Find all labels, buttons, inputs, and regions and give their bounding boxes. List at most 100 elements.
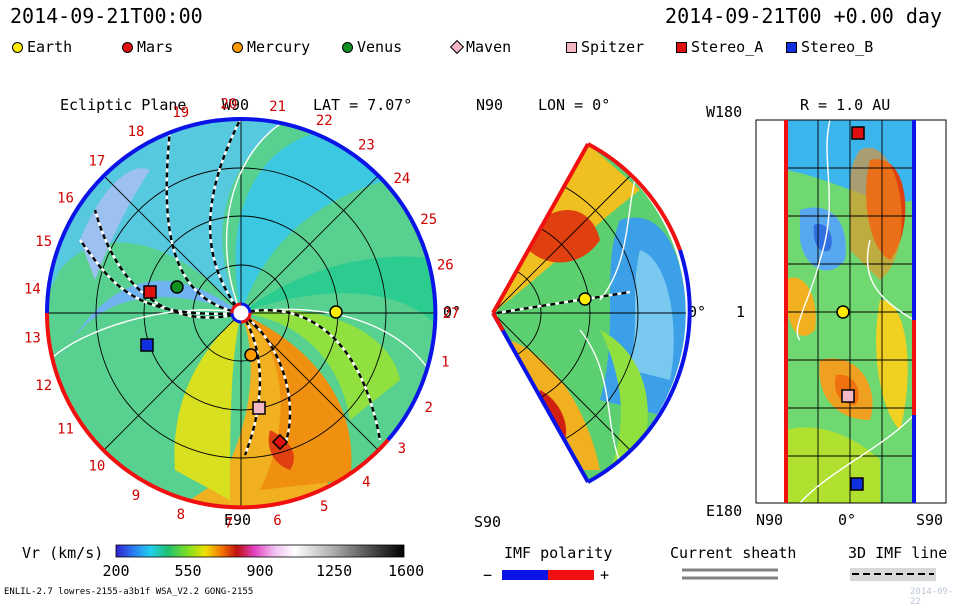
legend-item-earth: Earth: [12, 38, 72, 56]
imf-negative-swatch: [502, 570, 548, 580]
legend-item-spitzer: Spitzer: [566, 38, 644, 56]
imf-positive-swatch: [548, 570, 594, 580]
carrington-label: 25: [420, 212, 437, 228]
meridional-right-label: 0°: [688, 303, 707, 321]
left-timestamp: 2014-09-21T00:00: [10, 4, 203, 28]
carrington-label: 6: [273, 513, 281, 529]
carrington-label: 4: [362, 474, 370, 490]
carrington-label: 5: [320, 499, 328, 515]
carrington-label: 9: [132, 488, 140, 504]
carrington-label: 27: [443, 306, 460, 322]
square-icon: [566, 41, 577, 53]
colorbar-label: Vr (km/s): [22, 544, 104, 562]
carrington-label: 26: [437, 258, 454, 274]
legend-item-maven: Maven: [449, 38, 512, 56]
square-icon: [676, 41, 687, 53]
carrington-label: 1: [441, 354, 449, 370]
spitzer-marker-radial: [841, 389, 855, 403]
colorbar-tick: 1600: [388, 562, 425, 580]
legend-item-stereo-b: Stereo_B: [786, 38, 873, 56]
legend-item-mercury: Mercury: [232, 38, 310, 56]
spitzer-marker: [252, 401, 266, 415]
carrington-label: 24: [393, 171, 410, 187]
stereo-b-marker-radial: [850, 477, 864, 491]
legend-label: Stereo_A: [691, 38, 764, 56]
radial-bottom-s: S90: [916, 511, 944, 529]
venus-marker: [170, 280, 184, 294]
footer-left: ENLIL-2.7 lowres-2155-a3b1f WSA_V2.2 GON…: [4, 587, 254, 597]
carrington-label: 23: [358, 138, 375, 154]
carrington-label: 12: [35, 378, 52, 394]
radial-bottom-mid: 0°: [838, 511, 857, 529]
radial-mid-left: 1: [736, 303, 746, 321]
colorbar-tick: 550: [174, 562, 202, 580]
circle-icon: [12, 41, 23, 53]
imf-line-background: [850, 568, 936, 581]
ecliptic-right-label: 0°: [443, 303, 462, 321]
carrington-label: 17: [88, 153, 105, 169]
carrington-label: 18: [128, 124, 145, 140]
current-sheath-label: Current sheath: [670, 544, 797, 562]
carrington-label: 16: [57, 191, 74, 207]
ecliptic-bodies: [140, 280, 343, 451]
carrington-label: 3: [398, 441, 406, 457]
mercury-marker: [244, 348, 258, 362]
legend-label: Maven: [466, 38, 512, 56]
colorbar-tick: 200: [102, 562, 130, 580]
radial-panel: [755, 119, 947, 504]
carrington-label: 2: [424, 400, 432, 416]
carrington-label: 11: [57, 421, 74, 437]
legend-label: Stereo_B: [801, 38, 874, 56]
legend-label: Mars: [137, 38, 174, 56]
legend-label: Mercury: [247, 38, 311, 56]
radial-bottom-n: N90: [756, 511, 784, 529]
lon-label: LON = 0°: [538, 96, 611, 114]
lat-label: LAT = 7.07°: [313, 96, 413, 114]
imf-plus: +: [600, 566, 610, 584]
legend-item-mars: Mars: [122, 38, 173, 56]
right-timestamp: 2014-09-21T00 +0.00 day: [665, 4, 942, 28]
legend-label: Venus: [357, 38, 403, 56]
ecliptic-title: Ecliptic Plane: [60, 96, 187, 114]
carrington-label: 14: [24, 282, 41, 298]
carrington-label: 7: [225, 516, 233, 532]
imf-polarity-label: IMF polarity: [504, 544, 613, 562]
radial-bottom-left: E180: [706, 502, 743, 520]
earth-marker-radial: [836, 305, 850, 319]
carrington-label: 22: [316, 113, 333, 129]
stereo-a-marker: [143, 285, 157, 299]
ecliptic-top-label: W90: [222, 96, 250, 114]
maven-marker: [271, 433, 289, 451]
legend-label: Earth: [27, 38, 73, 56]
radius-label: R = 1.0 AU: [800, 96, 891, 114]
carrington-label: 19: [172, 105, 189, 121]
carrington-label: 8: [177, 507, 185, 523]
meridional-top-label: N90: [476, 96, 504, 114]
imf-minus: −: [483, 566, 493, 584]
carrington-label: 21: [269, 99, 286, 115]
stereo-b-marker: [140, 338, 154, 352]
velocity-colorbar: [115, 544, 405, 558]
carrington-label: 20: [220, 96, 237, 112]
circle-icon: [232, 41, 243, 53]
carrington-label: 15: [35, 234, 52, 250]
colorbar-tick: 900: [246, 562, 274, 580]
imf-line-label: 3D IMF line: [848, 544, 948, 562]
square-icon: [786, 41, 797, 53]
circle-icon: [342, 41, 353, 53]
radial-top-left: W180: [706, 103, 743, 121]
ecliptic-plane-panel: [44, 116, 438, 510]
meridional-bottom-label: S90: [474, 513, 502, 531]
carrington-label: 10: [88, 459, 105, 475]
carrington-label: 13: [24, 330, 41, 346]
colorbar-tick: 1250: [316, 562, 353, 580]
circle-icon: [122, 41, 133, 53]
legend-label: Spitzer: [581, 38, 645, 56]
stereo-a-marker-radial: [851, 126, 865, 140]
earth-marker-meridional: [578, 292, 592, 306]
ecliptic-bottom-label: E90: [224, 511, 252, 529]
earth-marker: [329, 305, 343, 319]
legend-item-venus: Venus: [342, 38, 402, 56]
